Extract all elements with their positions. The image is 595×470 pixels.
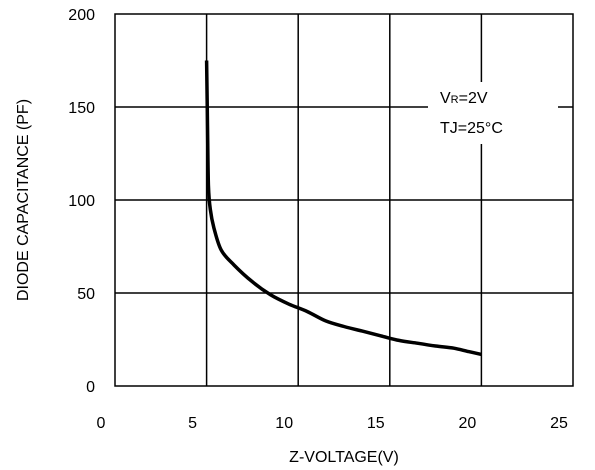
y-tick-label-1: 50: [77, 286, 95, 303]
annotation-tj: TJ=25°C: [440, 120, 503, 137]
x-tick-label-5: 25: [550, 415, 568, 432]
x-tick-label-0: 0: [97, 415, 106, 432]
annotation-box: [428, 82, 558, 144]
annotation-vr-rest: =2V: [459, 90, 488, 107]
annotation-vr-main: V: [440, 90, 451, 107]
y-tick-label-4: 200: [68, 7, 95, 24]
x-tick-label-1: 5: [188, 415, 197, 432]
annotation-vr-sub: R: [451, 94, 459, 106]
x-tick-label-3: 15: [367, 415, 385, 432]
series-line-0: [204, 60, 482, 357]
y-tick-label-3: 150: [68, 100, 95, 117]
x-tick-label-2: 10: [275, 415, 293, 432]
plot-frame: [114, 13, 574, 387]
series-group: [204, 60, 482, 357]
tick-labels: 0 5 10 15 20 25 0 50 100 150 200: [68, 7, 568, 432]
x-tick-label-4: 20: [459, 415, 477, 432]
y-axis-title: DIODE CAPACITANCE (PF): [15, 99, 32, 301]
x-axis-title: Z-VOLTAGE(V): [289, 449, 399, 466]
y-tick-label-0: 0: [86, 379, 95, 396]
annotation-vr: VR=2V: [440, 90, 488, 107]
y-tick-label-2: 100: [68, 193, 95, 210]
